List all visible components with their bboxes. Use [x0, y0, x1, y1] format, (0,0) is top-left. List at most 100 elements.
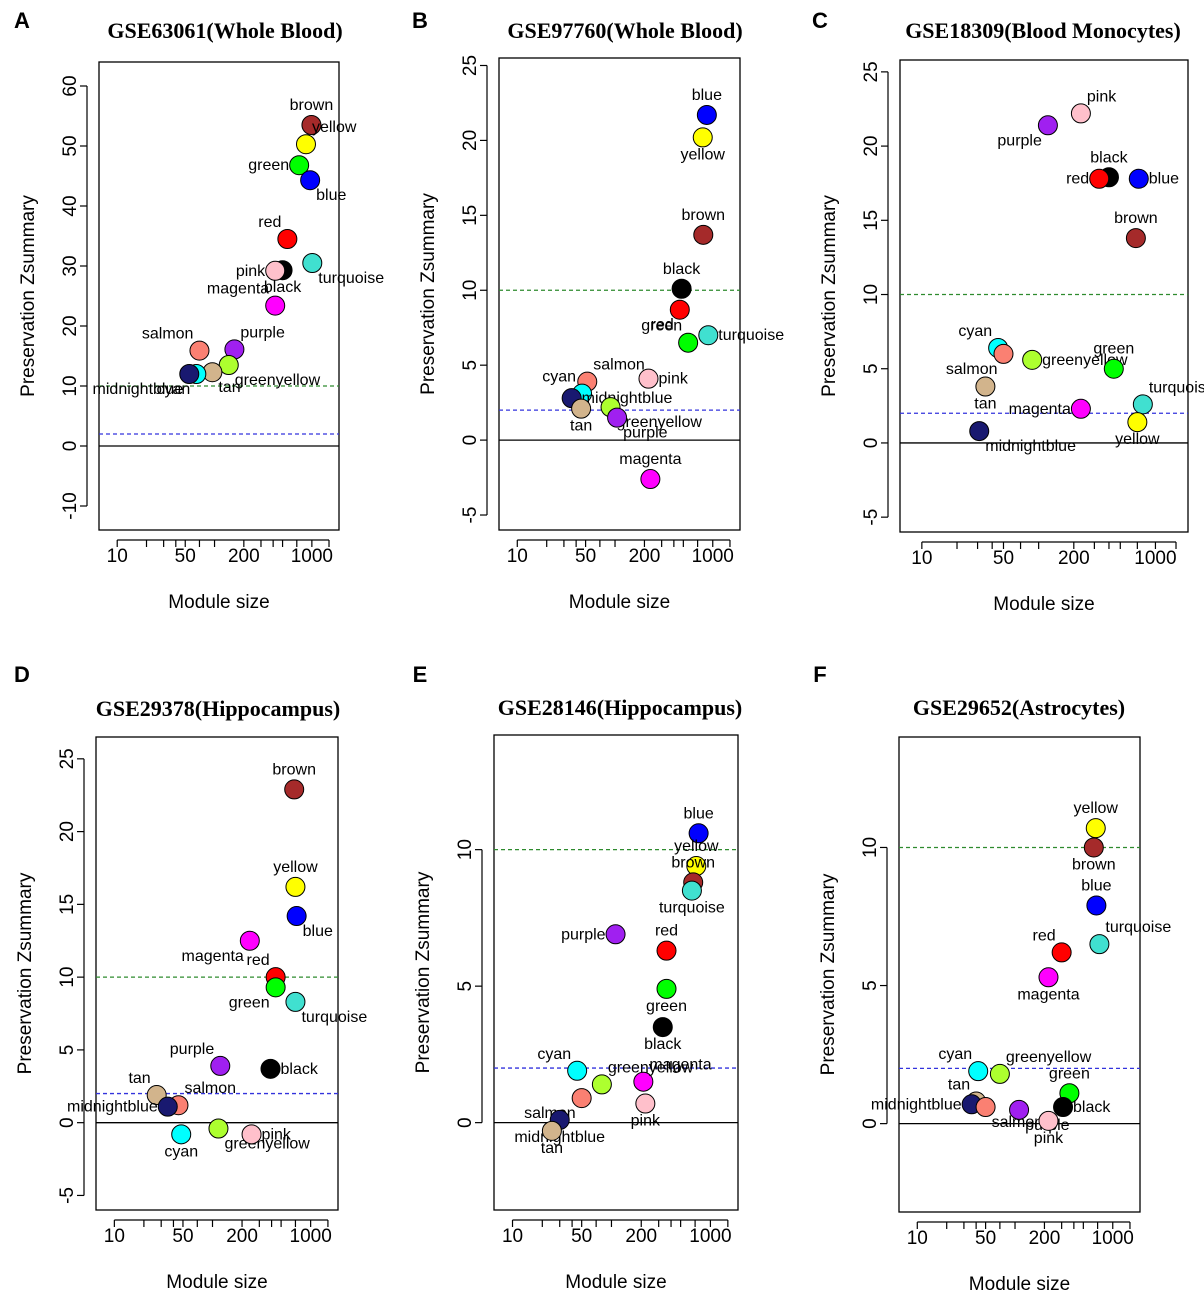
point-magenta — [1038, 967, 1059, 988]
point-label-yellow: yellow — [312, 119, 357, 136]
point-label-salmon: salmon — [992, 1114, 1044, 1131]
y-tick-label: 15 — [460, 205, 481, 226]
point-label-red: red — [655, 923, 678, 940]
point-salmon — [571, 1088, 592, 1109]
point-label-turquoise: turquoise — [718, 327, 784, 344]
y-axis-label: Preservation Zsummary — [15, 872, 36, 1074]
point-label-cyan: cyan — [938, 1046, 972, 1063]
point-greenyellow — [591, 1074, 612, 1095]
plot-frame — [899, 59, 1189, 533]
point-pink — [638, 368, 659, 389]
y-tick-label: -5 — [57, 1187, 78, 1204]
y-tick-label: 5 — [860, 980, 881, 991]
point-label-pink: pink — [262, 1126, 292, 1143]
point-label-red: red — [1066, 171, 1089, 188]
plot-frame — [95, 736, 339, 1211]
x-tick-label: 10 — [104, 1226, 125, 1247]
y-tick-label: 25 — [861, 61, 882, 82]
point-label-cyan: cyan — [157, 381, 191, 398]
point-black — [652, 1017, 673, 1038]
point-purple — [1037, 115, 1058, 136]
point-label-green: green — [229, 994, 270, 1011]
point-magenta — [640, 469, 661, 490]
y-tick-label: 10 — [460, 280, 481, 301]
point-label-purple: purple — [623, 425, 668, 442]
y-tick-label: -5 — [861, 509, 882, 526]
y-tick-label: 20 — [57, 821, 78, 842]
y-tick-label: 5 — [460, 360, 481, 371]
point-label-brown: brown — [290, 97, 334, 114]
point-black — [1053, 1097, 1074, 1118]
point-label-brown: brown — [1072, 856, 1116, 873]
point-turquoise — [698, 325, 719, 346]
y-tick-label: 30 — [60, 255, 81, 276]
point-label-brown: brown — [272, 761, 316, 778]
point-yellow — [285, 876, 306, 897]
x-tick-label: 50 — [993, 548, 1014, 569]
panel-c: C GSE18309(Blood Monocytes)10 50 200 1000Mod… — [812, 8, 1204, 615]
x-tick-label: 1000 — [1134, 548, 1176, 569]
point-turquoise — [1089, 934, 1110, 955]
y-tick-label: -10 — [60, 492, 81, 519]
point-turquoise — [285, 991, 306, 1012]
point-salmon — [975, 1097, 996, 1118]
x-tick-label: 50 — [975, 1228, 996, 1249]
point-green — [656, 978, 677, 999]
point-blue — [696, 104, 717, 125]
point-brown — [301, 115, 322, 135]
point-label-blue: blue — [1149, 171, 1179, 188]
point-label-green: green — [646, 998, 687, 1015]
x-tick-label: 200 — [226, 1226, 258, 1247]
point-red — [669, 299, 690, 320]
plot-frame — [498, 57, 741, 531]
y-axis-label: Preservation Zsummary — [18, 195, 39, 397]
y-axis-label: Preservation Zsummary — [413, 871, 434, 1073]
point-label-turquoise: turquoise — [659, 900, 725, 917]
point-label-salmon: salmon — [593, 357, 645, 374]
point-label-magenta: magenta — [619, 451, 681, 468]
y-tick-label: 10 — [861, 284, 882, 305]
point-label-yellow: yellow — [273, 859, 318, 876]
point-label-magenta: magenta — [1017, 986, 1079, 1003]
point-label-green: green — [248, 157, 289, 174]
point-purple — [210, 1055, 231, 1076]
y-axis-label: Preservation Zsummary — [818, 873, 839, 1075]
y-tick-label: 20 — [60, 315, 81, 336]
point-label-green: green — [1093, 341, 1134, 358]
point-pink — [635, 1093, 656, 1114]
y-tick-label: 15 — [57, 894, 78, 915]
y-tick-label: 40 — [60, 195, 81, 216]
point-label-greenyellow: greenyellow — [617, 414, 703, 431]
point-label-magenta: magenta — [649, 1057, 711, 1074]
x-tick-label: 200 — [228, 546, 260, 567]
point-label-purple: purple — [997, 132, 1042, 149]
y-tick-label: 5 — [57, 1045, 78, 1056]
x-axis-label: Module size — [569, 592, 670, 613]
point-turquoise — [302, 253, 323, 273]
point-yellow — [692, 127, 713, 148]
point-label-purple: purple — [240, 324, 285, 341]
y-tick-label: 50 — [60, 135, 81, 156]
y-tick-label: 0 — [460, 435, 481, 446]
point-label-tan: tan — [541, 1140, 563, 1157]
y-tick-label: 0 — [861, 438, 882, 449]
x-tick-label: 10 — [502, 1226, 523, 1247]
point-label-turquoise: turquoise — [318, 270, 384, 287]
point-label-yellow: yellow — [1115, 431, 1160, 448]
panel-letter: E — [413, 662, 428, 687]
y-tick-label: 25 — [57, 748, 78, 769]
y-tick-label: 15 — [861, 210, 882, 231]
point-label-tan: tan — [974, 396, 996, 413]
x-axis-label: Module size — [993, 594, 1094, 615]
x-tick-label: 1000 — [291, 546, 333, 567]
panel-a: A GSE63061(Whole Blood)10 50 200 1000Module … — [14, 8, 384, 613]
point-label-midnightblue: midnightblue — [67, 1099, 158, 1116]
point-label-blue: blue — [1081, 877, 1111, 894]
x-tick-label: 50 — [172, 1226, 193, 1247]
point-label-black: black — [1073, 1099, 1111, 1116]
panel-b: B GSE97760(Whole Blood)10 50 200 1000Module … — [412, 8, 784, 613]
point-magenta — [1070, 398, 1091, 419]
point-pink — [1070, 103, 1091, 124]
x-tick-label: 200 — [1058, 548, 1090, 569]
